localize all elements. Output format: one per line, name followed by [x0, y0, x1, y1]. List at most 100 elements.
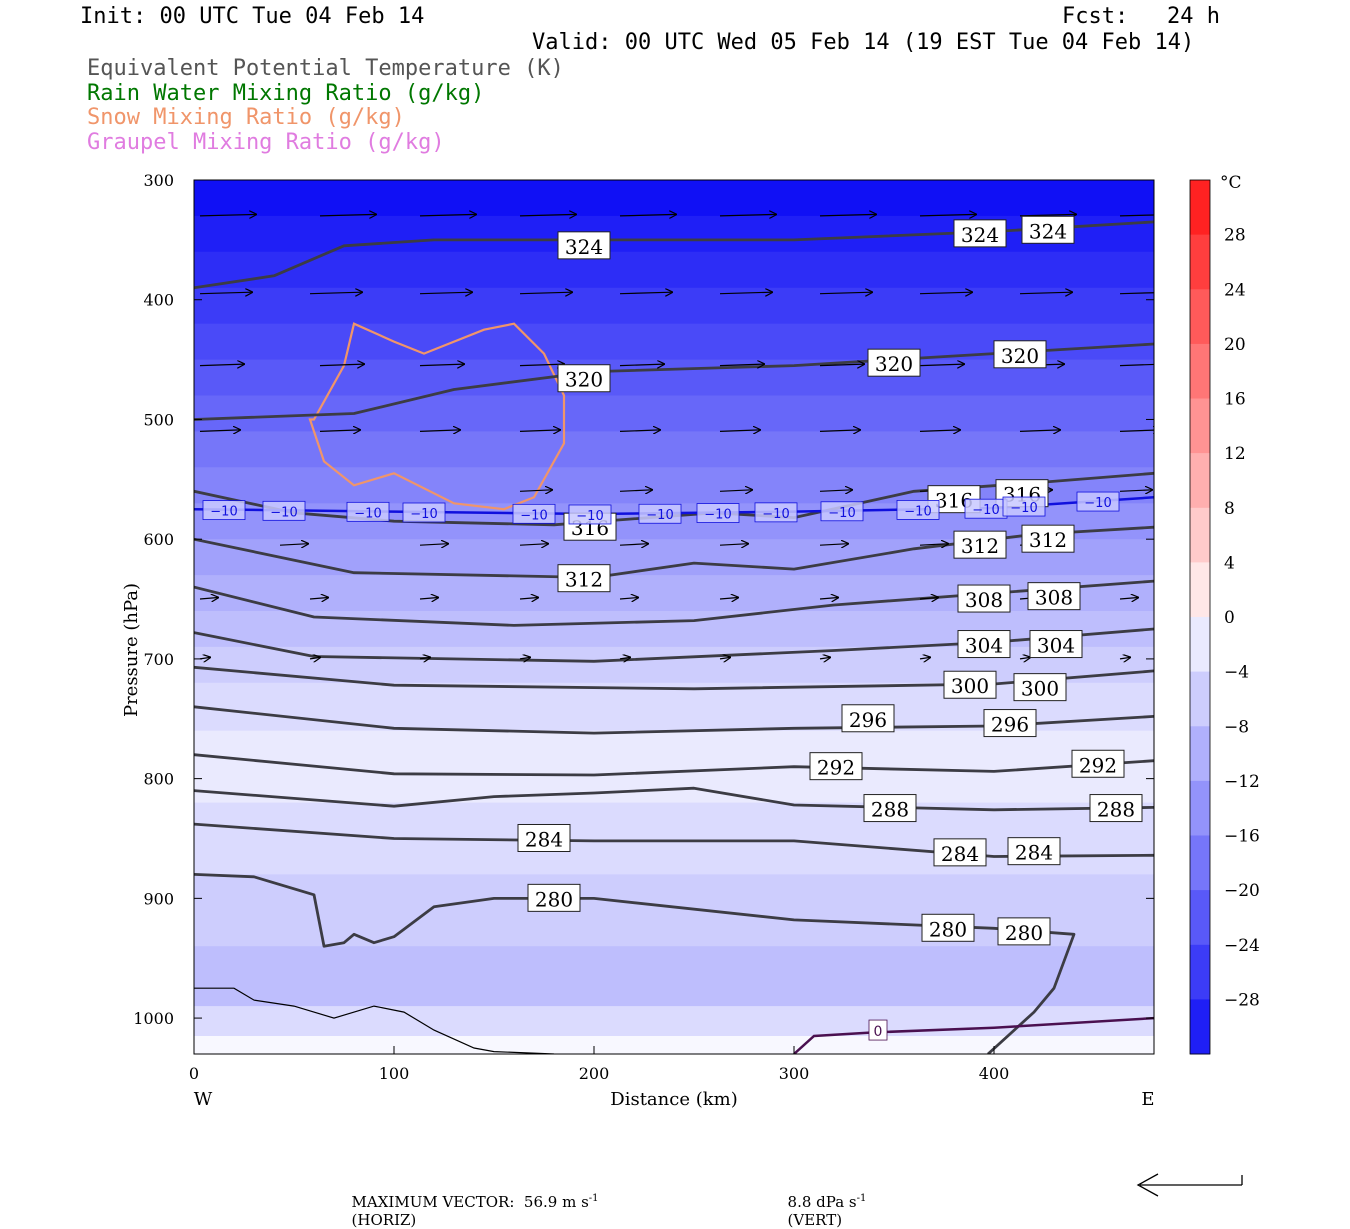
isotherm-label-box	[1002, 496, 1046, 517]
wind-vector	[719, 214, 776, 216]
x-tick-label: 400	[979, 1064, 1010, 1083]
freezing-label-box	[868, 1019, 888, 1041]
theta-e-label: 280	[1005, 921, 1043, 945]
wind-vector	[719, 292, 772, 294]
theta-e-label-box	[997, 917, 1051, 946]
wind-vector	[819, 544, 848, 546]
theta-e-label-box	[1021, 215, 1075, 244]
wind-vector	[819, 430, 860, 432]
wind-vector	[419, 598, 438, 600]
theta-e-label: 316	[935, 489, 973, 513]
theta-e-label-box	[1029, 630, 1083, 659]
colorbar-label: −4	[1224, 663, 1249, 683]
theta-e-label: 324	[1029, 219, 1067, 243]
theta-e-label: 304	[965, 634, 1003, 658]
isotherm-label: −10	[704, 508, 731, 523]
wind-vector	[1019, 430, 1060, 432]
theta-e-label: 284	[941, 842, 979, 866]
temperature-band	[194, 431, 1154, 468]
temperature-band	[194, 251, 1154, 289]
colorbar-label: 28	[1224, 226, 1246, 246]
wind-vector	[919, 657, 930, 659]
y-tick-label: 700	[143, 650, 174, 669]
theta-e-label-box	[953, 219, 1007, 248]
wind-vector	[719, 544, 748, 546]
theta-e-label: 312	[565, 568, 603, 592]
wind-vector	[519, 292, 572, 294]
temperature-band	[194, 946, 1154, 1007]
theta-e-label-box	[1027, 582, 1081, 611]
wind-vector	[319, 430, 360, 432]
theta-e-label: 324	[961, 223, 999, 247]
theta-e-label: 312	[961, 534, 999, 558]
theta-e-label-box	[957, 584, 1011, 613]
y-axis-label: Pressure (hPa)	[121, 583, 142, 717]
isotherm-label: −10	[410, 507, 437, 522]
plot-frame	[193, 179, 1155, 1055]
footer-vert-tag: (VERT)	[787, 1211, 843, 1229]
isotherm-label-box	[1076, 491, 1120, 512]
wind-vector	[519, 430, 560, 432]
temperature-band	[194, 215, 1154, 253]
wind-vector	[519, 214, 576, 216]
colorbar-label: 0	[1224, 608, 1235, 628]
isotherm-label-box	[402, 502, 446, 523]
isotherm-label: −10	[972, 503, 999, 518]
wind-vector	[419, 657, 430, 659]
wind-vector	[719, 490, 752, 492]
wind-vector	[1119, 292, 1154, 295]
isotherm-label-box	[512, 503, 556, 524]
theta-e-label: 304	[1037, 634, 1075, 658]
colorbar-segment	[1190, 343, 1210, 399]
theta-e-label-box	[983, 709, 1037, 738]
theta-e-label-box	[1007, 837, 1061, 866]
colorbar-segment	[1190, 944, 1210, 1000]
wind-vector	[519, 544, 548, 546]
wind-vector	[419, 430, 460, 432]
isotherm-label: −10	[576, 509, 603, 524]
theta-e-label-box	[993, 340, 1047, 369]
wind-vector	[1019, 292, 1072, 294]
x-tick-label: 100	[379, 1064, 410, 1083]
theta-e-label: 312	[1029, 528, 1067, 552]
wind-vector	[619, 430, 660, 432]
wind-vector	[919, 292, 972, 294]
theta-e-label: 288	[871, 798, 909, 822]
colorbar-segment	[1190, 453, 1210, 509]
colorbar-segment	[1190, 234, 1210, 290]
wind-vector	[199, 364, 244, 366]
temperature-band	[194, 730, 1154, 803]
isotherm-label-box	[638, 503, 682, 524]
wind-vector	[1119, 657, 1130, 659]
wind-vector	[719, 598, 738, 600]
legend-snow: Snow Mixing Ratio (g/kg)	[87, 105, 405, 130]
theta-e-label-box	[943, 670, 997, 699]
wind-vector	[309, 292, 362, 294]
wind-vector	[1119, 363, 1154, 367]
wind-vector	[919, 544, 948, 546]
theta-e-label: 284	[525, 827, 563, 851]
wind-vector	[819, 598, 838, 600]
theta-e-label: 320	[875, 352, 913, 376]
y-tick-label: 900	[143, 889, 174, 908]
colorbar-frame	[1189, 179, 1211, 1055]
footer-vert-text: 8.8 dPa s	[787, 1193, 857, 1211]
legend-graupel: Graupel Mixing Ratio (g/kg)	[87, 130, 445, 155]
wind-vector	[919, 598, 938, 600]
theta-e-label: 296	[849, 708, 887, 732]
wind-vector	[1119, 430, 1154, 432]
theta-e-label-box	[1021, 524, 1075, 553]
theta-e-contour	[194, 753, 1154, 777]
x-tick-label: 300	[779, 1064, 810, 1083]
wind-vector	[1119, 598, 1138, 600]
x-tick-label: 0	[189, 1064, 199, 1083]
forecast-hours: 24 h	[1167, 4, 1220, 29]
theta-e-label-box	[841, 704, 895, 733]
footer-vert: 8.8 dPa s-1 (VERT)	[778, 1175, 867, 1229]
wind-vector	[319, 364, 364, 366]
theta-e-label-box	[933, 838, 987, 867]
wind-vector	[199, 214, 256, 216]
wind-vector	[1119, 214, 1154, 217]
legend-theta-e: Equivalent Potential Temperature (K)	[87, 56, 564, 81]
colorbar-segment	[1190, 726, 1210, 782]
